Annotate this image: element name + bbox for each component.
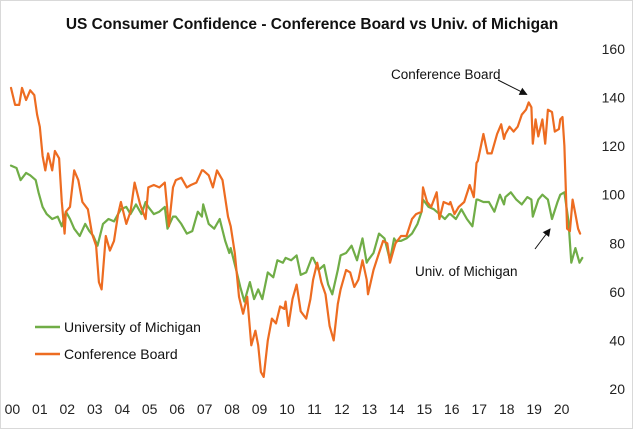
y-tick-label: 60: [609, 284, 625, 300]
x-tick-label: 00: [5, 401, 21, 417]
annotations: Conference Board Univ. of Michigan: [391, 67, 551, 279]
x-tick-label: 07: [197, 401, 213, 417]
x-tick-label: 16: [444, 401, 460, 417]
y-axis-ticks: 20 40 60 80 100 120 140 160: [602, 41, 626, 397]
x-tick-label: 18: [499, 401, 515, 417]
x-tick-label: 04: [114, 401, 130, 417]
y-tick-label: 140: [602, 90, 626, 106]
annotation-arrow: [497, 79, 528, 95]
x-tick-label: 05: [142, 401, 158, 417]
y-tick-label: 100: [602, 187, 626, 203]
x-tick-label: 01: [32, 401, 48, 417]
x-tick-label: 17: [471, 401, 487, 417]
series-line-michigan: [9, 164, 584, 303]
y-tick-label: 40: [609, 332, 625, 348]
x-tick-label: 10: [279, 401, 295, 417]
legend-label: University of Michigan: [64, 319, 201, 335]
x-tick-label: 15: [417, 401, 433, 417]
y-tick-label: 80: [609, 235, 625, 251]
chart-title: US Consumer Confidence - Conference Boar…: [66, 16, 558, 33]
x-tick-label: 08: [224, 401, 240, 417]
series-line-conference-board: [9, 86, 582, 378]
series-lines: [9, 86, 584, 378]
x-tick-label: 11: [307, 401, 322, 417]
x-tick-label: 02: [60, 401, 76, 417]
x-tick-label: 13: [362, 401, 378, 417]
x-tick-label: 20: [554, 401, 570, 417]
x-tick-label: 19: [526, 401, 542, 417]
y-tick-label: 20: [609, 381, 625, 397]
annotation-arrow: [534, 228, 551, 250]
annotation-label: Conference Board: [391, 67, 501, 82]
x-tick-label: 09: [252, 401, 268, 417]
legend-label: Conference Board: [64, 346, 178, 362]
y-tick-label: 160: [602, 41, 626, 57]
x-tick-label: 12: [334, 401, 350, 417]
annotation-label: Univ. of Michigan: [415, 264, 518, 279]
x-tick-label: 06: [169, 401, 185, 417]
legend: University of Michigan Conference Board: [35, 319, 201, 362]
y-tick-label: 120: [602, 138, 626, 154]
x-tick-label: 14: [389, 401, 405, 417]
x-tick-label: 03: [87, 401, 103, 417]
x-axis-ticks: 00 01 02 03 04 05 06 07 08 09 10 11 12 13 14 15 16 17 18 19…: [5, 401, 570, 417]
